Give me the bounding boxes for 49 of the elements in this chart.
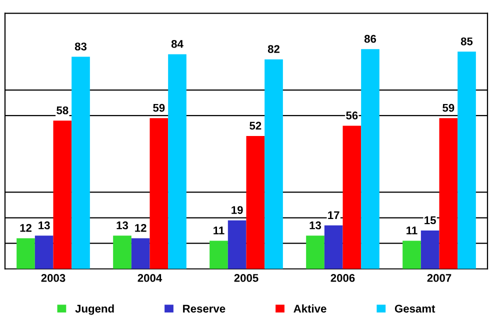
data-label: 56 [346,112,358,120]
x-tick-label: 2004 [138,274,162,282]
bar [264,59,283,269]
data-label: 13 [310,221,322,230]
data-label: 11 [214,226,224,234]
data-label: 13 [38,221,50,230]
x-tick-label: 2005 [234,274,258,282]
data-label: 15 [424,216,436,224]
bar [168,54,186,269]
bar [131,238,150,269]
bar [439,118,458,269]
bar [113,236,132,269]
bar [72,56,90,269]
data-label: 13 [116,221,128,230]
data-label: 59 [442,104,454,112]
bar [324,225,343,269]
legend-label: Gesamt [394,304,436,313]
bar [210,240,228,269]
bar [53,120,72,269]
bar [16,238,35,269]
data-label: 86 [364,34,376,43]
data-label: 82 [268,45,280,53]
x-tick-label: 2006 [330,274,355,282]
legend-label: Jugend [75,304,114,315]
bar [361,49,380,269]
bar [228,220,246,269]
bar [420,230,440,269]
bar [306,236,324,269]
bar [34,236,54,269]
legend-label: Aktive [294,304,326,313]
bar [150,118,168,269]
x-tick-label: 2007 [427,274,452,282]
data-label: 58 [56,106,68,114]
legend-label: Reserve [183,304,226,313]
data-label: 52 [250,122,262,130]
bar [458,52,476,269]
bar [246,136,265,269]
x-tick-label: 2003 [41,274,66,282]
data-label: 12 [135,224,146,232]
data-label: 84 [171,40,184,48]
data-label: 59 [153,104,165,112]
data-label: 19 [232,206,243,214]
bar [402,240,421,269]
data-label: 17 [328,211,340,219]
data-label: 12 [20,224,32,232]
data-label: 11 [406,226,418,234]
data-label: 85 [460,37,473,46]
data-label: 83 [74,42,87,50]
bar [342,126,362,269]
